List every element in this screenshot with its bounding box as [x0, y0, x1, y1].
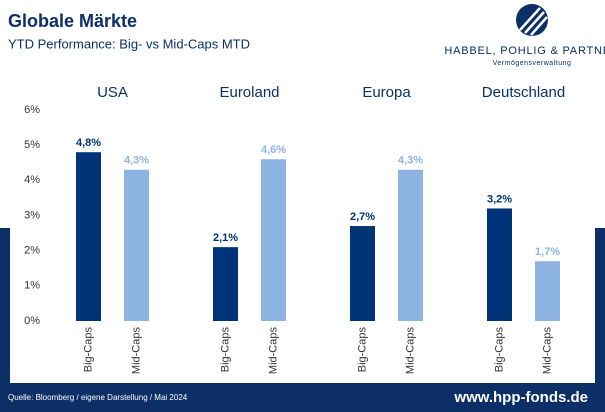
frame-left — [0, 228, 10, 412]
y-tick-label: 3% — [24, 209, 40, 221]
bar — [213, 247, 238, 321]
value-label: 4,8% — [76, 137, 101, 149]
y-tick-label: 2% — [24, 245, 40, 257]
footer-bar — [0, 383, 605, 412]
bar — [398, 169, 423, 321]
series-label: Big-Caps — [219, 327, 231, 373]
bar — [124, 169, 149, 321]
logo-emblem — [516, 4, 548, 36]
series-label: Mid-Caps — [267, 327, 279, 375]
value-label: 2,7% — [350, 211, 375, 223]
value-label: 4,6% — [261, 144, 286, 156]
category-label: Euroland — [219, 84, 279, 101]
y-tick-label: 6% — [24, 104, 40, 116]
category-label: Deutschland — [482, 84, 565, 101]
y-tick-label: 0% — [24, 315, 40, 327]
footer-source: Quelle: Bloomberg / eigene Darstellung /… — [8, 393, 188, 402]
value-label: 4,3% — [124, 155, 149, 167]
series-label: Mid-Caps — [130, 327, 142, 375]
chart-title: Globale Märkte — [8, 11, 137, 31]
series-label: Big-Caps — [356, 327, 368, 373]
category-label: USA — [97, 84, 128, 101]
y-tick-label: 1% — [24, 280, 40, 292]
chart-subtitle: YTD Performance: Big- vs Mid-Caps MTD — [8, 36, 250, 51]
series-label: Big-Caps — [493, 327, 505, 373]
bar — [350, 226, 375, 321]
y-tick-label: 5% — [24, 139, 40, 151]
value-label: 1,7% — [535, 246, 560, 258]
value-label: 2,1% — [213, 232, 238, 244]
bar — [535, 261, 560, 321]
series-label: Mid-Caps — [541, 327, 553, 375]
logo-tagline: Vermögensverwaltung — [493, 60, 572, 67]
series-label: Big-Caps — [82, 327, 94, 373]
footer-url: www.hpp-fonds.de — [453, 389, 588, 406]
frame-right — [595, 228, 605, 412]
value-label: 4,3% — [398, 155, 423, 167]
bar — [76, 152, 101, 321]
value-label: 3,2% — [487, 193, 512, 205]
y-tick-label: 4% — [24, 174, 40, 186]
category-label: Europa — [362, 84, 411, 101]
logo-name: HABBEL, POHLIG & PARTNER — [444, 45, 605, 57]
bar — [261, 159, 286, 321]
bar — [487, 208, 512, 321]
series-label: Mid-Caps — [404, 327, 416, 375]
